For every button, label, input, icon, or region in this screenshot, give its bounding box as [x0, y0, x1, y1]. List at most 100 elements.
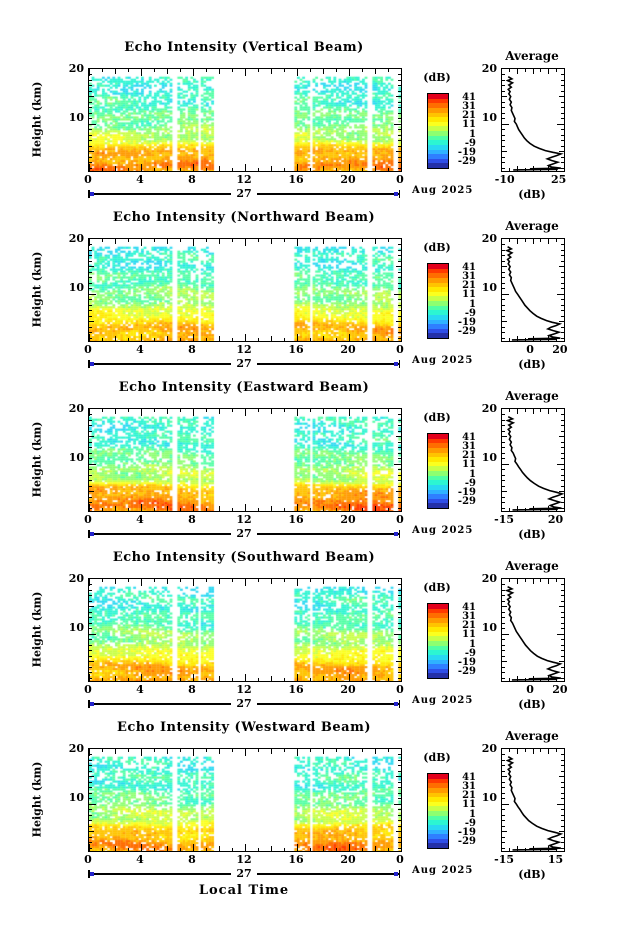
- tick-mark: [309, 678, 311, 681]
- y-tick-20: 20: [68, 572, 84, 585]
- colorbar-tick-label: -9: [464, 307, 476, 319]
- colorbar-title: (dB): [423, 411, 451, 424]
- tick-mark: [179, 678, 181, 681]
- tick-mark: [509, 579, 511, 582]
- tick-mark: [561, 644, 564, 646]
- average-title: Average: [505, 49, 559, 63]
- tick-mark: [257, 848, 259, 851]
- tick-mark: [524, 749, 526, 752]
- tick-mark: [89, 458, 92, 460]
- tick-mark: [400, 674, 402, 681]
- tick-mark: [283, 168, 285, 171]
- tick-mark: [502, 112, 505, 114]
- heatmap-canvas: [89, 409, 401, 511]
- tick-mark: [387, 678, 389, 681]
- tick-mark: [502, 293, 509, 295]
- tick-mark: [89, 167, 92, 169]
- tick-mark: [89, 831, 94, 833]
- tick-mark: [532, 239, 534, 244]
- tick-mark: [244, 409, 246, 416]
- tick-mark: [502, 315, 505, 317]
- tick-mark: [348, 239, 350, 246]
- tick-mark: [153, 409, 155, 412]
- tick-mark: [548, 749, 550, 754]
- tick-mark: [561, 842, 564, 844]
- tick-mark: [398, 480, 401, 482]
- colorbar-segment: [428, 503, 448, 508]
- tick-mark: [270, 69, 272, 74]
- average-title: Average: [505, 729, 559, 743]
- panel-title: Echo Intensity (Eastward Beam): [118, 380, 370, 395]
- tick-mark: [398, 156, 401, 158]
- tick-mark: [89, 622, 92, 624]
- tick-mark: [561, 469, 564, 471]
- average-curve: [505, 415, 565, 511]
- tick-mark: [89, 776, 94, 778]
- tick-mark: [502, 134, 505, 136]
- colorbar: [427, 433, 449, 509]
- tick-mark: [244, 334, 246, 341]
- heatmap-plot: [88, 748, 402, 852]
- average-x-tick-label: 25: [551, 173, 567, 186]
- tick-mark: [502, 496, 505, 498]
- colorbar-segment: [428, 787, 448, 793]
- tick-mark: [218, 749, 220, 754]
- tick-mark: [89, 606, 94, 608]
- tick-mark: [101, 579, 103, 582]
- average-y-tick-20: 20: [481, 62, 497, 75]
- tick-mark: [502, 255, 505, 257]
- colorbar-tick-label: -29: [457, 666, 476, 678]
- colorbar-segment: [428, 296, 448, 301]
- tick-mark: [231, 579, 233, 582]
- y-tick-20: 20: [68, 402, 84, 415]
- tick-mark: [502, 447, 505, 449]
- tick-mark: [502, 430, 505, 432]
- date-axis: 27: [88, 527, 400, 540]
- colorbar-tick-label: 41: [462, 431, 476, 443]
- tick-mark: [396, 266, 401, 268]
- tick-mark: [502, 425, 505, 427]
- tick-mark: [322, 409, 324, 414]
- tick-mark: [127, 848, 129, 851]
- tick-mark: [89, 628, 92, 630]
- tick-mark: [218, 409, 220, 414]
- colorbar-tick-label: 31: [462, 440, 476, 452]
- tick-mark: [218, 579, 220, 584]
- tick-mark: [257, 338, 259, 341]
- tick-mark: [244, 674, 246, 681]
- tick-mark: [398, 255, 401, 257]
- tick-mark: [231, 69, 233, 72]
- tick-mark: [561, 304, 564, 306]
- average-y-tick-10: 10: [481, 791, 497, 804]
- x-tick-label: 20: [340, 343, 356, 356]
- tick-mark: [561, 145, 564, 147]
- day-label: 27: [88, 867, 400, 880]
- tick-mark: [502, 589, 505, 591]
- beam-panel-southward: Echo Intensity (Southward Beam) Height (…: [0, 510, 619, 711]
- tick-mark: [502, 469, 505, 471]
- average-plot: [501, 748, 565, 852]
- tick-mark: [548, 69, 550, 74]
- tick-mark: [561, 847, 564, 849]
- tick-mark: [396, 491, 401, 493]
- average-title: Average: [505, 219, 559, 233]
- colorbar-segment: [428, 324, 448, 329]
- tick-mark: [257, 168, 259, 171]
- average-plot: [501, 578, 565, 682]
- colorbar-tick-label: -9: [464, 477, 476, 489]
- colorbar-segment: [428, 480, 448, 485]
- beam-panel-eastward: Echo Intensity (Eastward Beam) Height (k…: [0, 340, 619, 541]
- tick-mark: [502, 644, 505, 646]
- tick-mark: [509, 848, 511, 851]
- tick-mark: [540, 678, 542, 681]
- tick-mark: [396, 831, 401, 833]
- tick-mark: [548, 506, 550, 511]
- tick-mark: [557, 633, 564, 635]
- tick-mark: [559, 151, 564, 153]
- colorbar-segment: [428, 333, 448, 338]
- colorbar-segment: [428, 264, 448, 269]
- tick-mark: [231, 848, 233, 851]
- tick-mark: [548, 166, 550, 171]
- colorbar-tick-labels: 41 31 21 11 1 -9 -19 -29: [450, 772, 476, 847]
- tick-mark: [398, 271, 401, 273]
